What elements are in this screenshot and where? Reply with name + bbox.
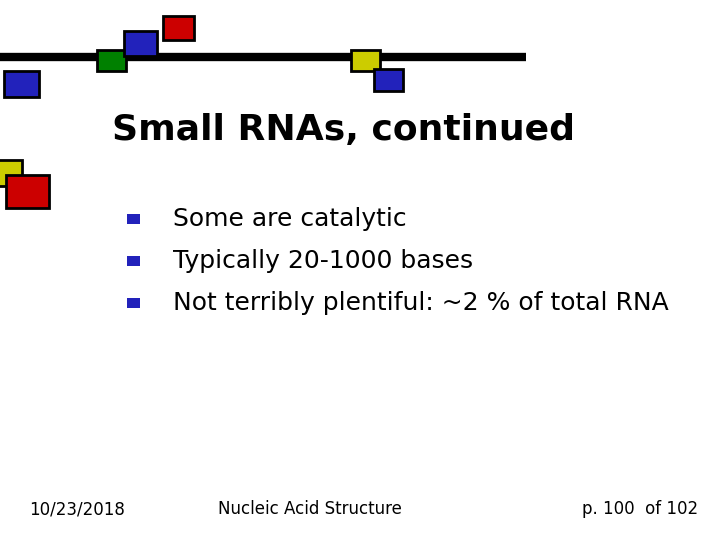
Bar [351,50,380,71]
Text: 10/23/2018: 10/23/2018 [29,501,125,518]
Bar [127,298,140,308]
Bar [127,256,140,266]
Bar [127,214,140,224]
Bar [6,176,49,208]
Text: Nucleic Acid Structure: Nucleic Acid Structure [217,501,402,518]
Text: Small RNAs, continued: Small RNAs, continued [112,113,575,146]
Bar [0,160,22,186]
Text: Not terribly plentiful: ~2 % of total RNA: Not terribly plentiful: ~2 % of total RN… [173,291,669,315]
Bar [163,16,194,40]
Bar [124,31,157,56]
Text: Some are catalytic: Some are catalytic [173,207,406,231]
Bar [97,50,126,71]
Text: p. 100  of 102: p. 100 of 102 [582,501,698,518]
Text: Typically 20-1000 bases: Typically 20-1000 bases [173,249,473,273]
Bar [374,69,403,91]
Bar [4,71,39,97]
